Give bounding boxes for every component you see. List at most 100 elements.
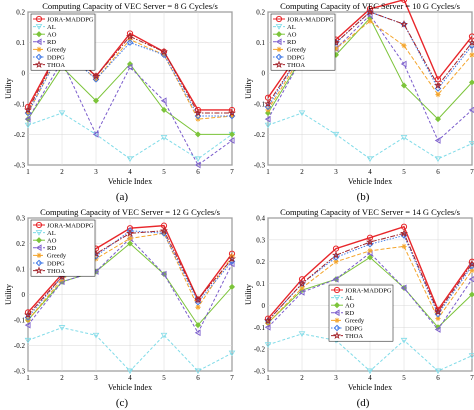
data-point-thoa	[92, 72, 100, 80]
x-tick-label: 7	[470, 168, 474, 176]
legend-marker	[275, 24, 283, 30]
legend-label: DDPG	[47, 260, 65, 267]
legend-label: AL	[47, 24, 56, 31]
legend-label: Greedy	[287, 47, 307, 54]
y-tick-label: 0.2	[16, 240, 25, 248]
data-point-ao	[434, 116, 442, 123]
legend-marker	[275, 60, 283, 68]
chart-title: Computing Capacity of VEC Server = 14 G …	[280, 207, 460, 217]
x-tick-label: 2	[300, 374, 304, 382]
y-axis-label: Utility	[244, 284, 253, 305]
data-point-al	[298, 110, 306, 117]
data-point-al	[332, 131, 340, 138]
data-point-al	[434, 156, 442, 163]
data-point-al	[160, 332, 168, 339]
y-tick-label: 0.2	[256, 9, 265, 17]
data-point-thoa	[366, 237, 374, 246]
legend-label: THOA	[47, 268, 65, 275]
legend-marker	[36, 46, 42, 52]
legend-marker	[333, 331, 341, 339]
legend-marker	[275, 15, 283, 23]
data-point-thoa	[468, 38, 474, 46]
data-point-thoa	[160, 47, 168, 56]
panel-caption: (b)	[357, 191, 370, 203]
x-tick-label: 1	[266, 168, 270, 176]
legend-label: AO	[287, 32, 297, 39]
y-tick-label: -0.2	[254, 131, 266, 139]
data-point-thoa	[400, 229, 408, 237]
data-point-rd	[194, 161, 201, 169]
data-point-ao	[400, 82, 408, 89]
x-tick-label: 7	[230, 168, 234, 176]
legend-marker	[35, 237, 43, 244]
x-tick-label: 6	[436, 168, 440, 176]
x-tick-label: 4	[368, 374, 372, 382]
data-point-rd	[24, 321, 31, 329]
series-line-thoa	[267, 232, 473, 322]
x-tick-label: 1	[266, 374, 270, 382]
data-point-al	[400, 134, 408, 141]
y-tick-label: -0.1	[254, 100, 266, 108]
x-tick-label: 4	[128, 374, 132, 382]
y-tick-label: -0.2	[254, 346, 266, 354]
x-tick-label: 2	[300, 168, 304, 176]
data-point-al	[468, 141, 474, 147]
legend-marker	[35, 266, 43, 274]
data-point-thoa	[194, 295, 202, 303]
legend-label: RD	[345, 310, 354, 317]
data-point-thoa	[298, 279, 306, 287]
y-tick-label: -0.2	[14, 131, 26, 139]
data-point-al	[264, 122, 272, 129]
data-point-greedy	[401, 243, 407, 250]
legend-marker	[334, 317, 340, 323]
x-tick-label: 1	[26, 168, 30, 176]
data-point-rd	[126, 63, 133, 71]
legend-marker	[36, 252, 42, 258]
data-point-rd	[332, 275, 339, 283]
legend-label: RD	[47, 39, 56, 46]
legend-label: Greedy	[47, 47, 67, 54]
data-point-rd	[228, 137, 235, 144]
x-tick-label: 5	[402, 374, 406, 382]
legend-marker	[35, 221, 43, 229]
y-tick-label: 0.1	[16, 266, 25, 274]
data-point-greedy	[435, 315, 441, 322]
series-line-thoa	[267, 11, 473, 105]
series-line-rd	[267, 252, 473, 331]
y-tick-label: -0.1	[14, 317, 26, 325]
data-point-thoa	[228, 108, 236, 117]
data-point-al	[298, 331, 306, 337]
data-point-al	[434, 368, 442, 375]
series-line-ddpg	[267, 234, 473, 322]
data-point-thoa	[194, 108, 202, 117]
y-tick-label: -0.1	[14, 100, 26, 108]
data-point-ddpg	[126, 39, 134, 46]
data-point-al	[58, 325, 66, 331]
x-tick-label: 5	[162, 168, 166, 176]
series-line-thoa	[27, 230, 233, 316]
data-point-al	[24, 122, 32, 129]
legend-marker	[35, 24, 43, 30]
y-tick-label: -0.3	[14, 368, 26, 376]
legend-label: THOA	[287, 62, 305, 69]
chart-title: Computing Capacity of VEC Server = 12 G …	[40, 207, 220, 217]
y-axis-label: Utility	[4, 284, 13, 305]
legend-marker	[275, 53, 283, 61]
y-tick-label: 0	[262, 70, 266, 78]
data-point-al	[24, 337, 32, 344]
data-point-al	[194, 368, 202, 375]
legend-marker	[35, 15, 43, 23]
legend-label: JORA-MADDPG	[287, 16, 334, 23]
data-point-jora-maddpg	[228, 106, 236, 114]
data-point-al	[228, 350, 236, 357]
data-point-greedy	[367, 248, 373, 254]
legend-marker	[333, 309, 340, 317]
legend-marker	[35, 60, 43, 68]
x-tick-label: 6	[196, 168, 200, 176]
data-point-thoa	[264, 316, 272, 325]
data-point-ao	[228, 131, 236, 138]
data-point-ao	[92, 97, 100, 104]
legend-marker	[333, 295, 341, 301]
data-point-thoa	[468, 259, 474, 268]
